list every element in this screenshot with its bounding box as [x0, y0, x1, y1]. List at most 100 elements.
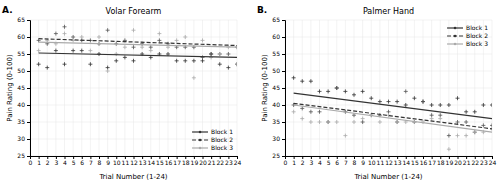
tick: 60 [272, 33, 285, 40]
scatter-point [421, 100, 425, 104]
tick: 25 [272, 152, 285, 159]
tick-label: 16 [165, 159, 173, 166]
tick: 17 [428, 156, 436, 166]
scatter-point [63, 32, 67, 36]
tick: 4 [318, 156, 322, 166]
tick-label: 2 [301, 159, 305, 166]
grid-line-y [30, 139, 237, 140]
tick: 20 [454, 156, 462, 166]
scatter-point [114, 59, 118, 63]
tick-label: 0 [29, 159, 33, 166]
grid [285, 20, 492, 156]
scatter-point [309, 79, 313, 83]
tick-mark [282, 88, 285, 89]
tick-mark [27, 88, 30, 89]
scatter-point [201, 38, 205, 42]
tick-label: 35 [17, 118, 25, 125]
legend-swatch [447, 27, 463, 28]
tick-label: 24 [234, 159, 242, 166]
legend-label: Block 2 [466, 32, 488, 39]
tick-label: 45 [17, 84, 25, 91]
tick-label: 25 [17, 152, 25, 159]
scatter-point [395, 100, 399, 104]
legend-marker [199, 139, 202, 142]
tick-label: 19 [446, 159, 454, 166]
marks [37, 25, 237, 80]
scatter-point [404, 103, 408, 107]
tick-label: 30 [17, 135, 25, 142]
axis-domain [282, 21, 286, 157]
tick-label: 11 [122, 159, 130, 166]
scatter-point [412, 96, 416, 100]
tick-label: 21 [463, 159, 471, 166]
scatter-point [464, 120, 468, 124]
scatter-point [481, 123, 485, 127]
legend: Block 1Block 2Block 3 [447, 24, 488, 47]
tick-label: 8 [98, 159, 102, 166]
tick: 4 [63, 156, 67, 166]
scatter-point [149, 49, 153, 53]
tick: 18 [437, 156, 445, 166]
tick-mark [27, 156, 30, 157]
panel: 0123456789101112131415161718192021222324… [2, 5, 241, 181]
scatter-point [447, 134, 451, 138]
scatter-point [361, 117, 365, 121]
scatter-point [438, 103, 442, 107]
tick: 17 [173, 156, 181, 166]
tick: 40 [17, 101, 30, 108]
scatter-point [218, 62, 222, 66]
y-axis: 253035404550556065 [272, 16, 285, 159]
x-axis-label: Trial Number (1-24) [353, 173, 422, 181]
tick-mark [282, 71, 285, 72]
legend-item: Block 3 [192, 144, 233, 151]
tick-label: 4 [318, 159, 322, 166]
legend-swatch [447, 35, 463, 36]
scatter-point [378, 100, 382, 104]
axis-domain [27, 21, 31, 157]
scatter-point [132, 28, 136, 32]
legend-label: Block 1 [466, 24, 488, 31]
tick-label: 23 [480, 159, 488, 166]
tick-mark [27, 20, 30, 21]
scatter-point [106, 69, 110, 73]
legend-swatch [447, 43, 463, 44]
scatter-point [456, 134, 460, 138]
tick-mark [282, 156, 285, 157]
scatter-point [123, 55, 127, 59]
tick-label: 13 [394, 159, 402, 166]
tick-label: 18 [182, 159, 190, 166]
tick-label: 60 [272, 33, 280, 40]
tick-label: 60 [17, 33, 25, 40]
tick: 23 [225, 156, 233, 166]
scatter-point [335, 120, 339, 124]
marks [292, 76, 492, 151]
scatter-point [318, 110, 322, 114]
tick-label: 18 [437, 159, 445, 166]
scatter-point [226, 66, 230, 70]
scatter-point [175, 59, 179, 63]
tick-mark [27, 105, 30, 106]
scatter-series [37, 25, 237, 60]
scatter-point [395, 120, 399, 124]
tick-label: 14 [147, 159, 155, 166]
scatter-point [114, 52, 118, 56]
scatter-point [326, 120, 330, 124]
scatter-point [343, 134, 347, 138]
tick: 0 [284, 156, 288, 166]
trend-line [39, 42, 237, 47]
tick-label: 6 [80, 159, 84, 166]
legend-marker [199, 147, 202, 150]
scatter-point [473, 110, 477, 114]
scatter-point [300, 79, 304, 83]
scatter-point [71, 49, 75, 53]
tick-label: 55 [17, 50, 25, 57]
tick: 9 [106, 156, 110, 166]
scatter-point [97, 35, 101, 39]
tick-mark [27, 139, 30, 140]
tick-mark [282, 37, 285, 38]
scatter-point [37, 49, 41, 53]
scatter-point [300, 117, 304, 121]
tick-label: 1 [37, 159, 41, 166]
grid-line-y [30, 122, 237, 123]
scatter-point [37, 62, 41, 66]
